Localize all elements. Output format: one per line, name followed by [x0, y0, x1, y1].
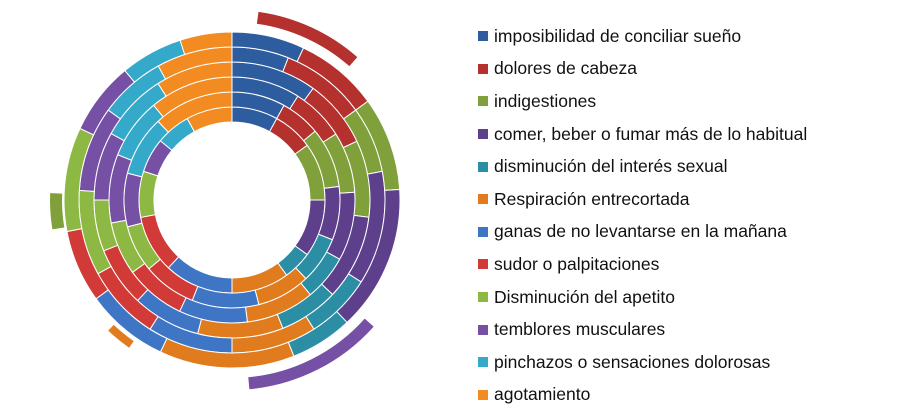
- legend-item: dolores de cabeza: [478, 53, 807, 86]
- legend-item: comer, beber o fumar más de lo habitual: [478, 118, 807, 151]
- legend-swatch: [478, 324, 488, 335]
- legend-swatch: [478, 63, 488, 74]
- legend-item: ganas de no levantarse en la mañana: [478, 216, 807, 249]
- exploded-fragment-2: [248, 318, 374, 390]
- legend-item: indigestiones: [478, 85, 807, 118]
- exploded-fragment-3: [50, 193, 65, 230]
- legend-swatch: [478, 357, 488, 368]
- legend-swatch: [478, 259, 488, 270]
- legend-swatch: [478, 389, 488, 400]
- legend-item: disminución del interés sexual: [478, 150, 807, 183]
- ring-2-slice-10: [123, 172, 143, 228]
- legend-label: pinchazos o sensaciones dolorosas: [494, 351, 771, 372]
- legend-label: sudor o palpitaciones: [494, 253, 660, 274]
- legend-label: comer, beber o fumar más de lo habitual: [494, 123, 808, 144]
- legend-label: Disminución del apetito: [494, 286, 675, 307]
- legend-swatch: [478, 31, 488, 42]
- legend-item: Disminución del apetito: [478, 281, 807, 314]
- legend-swatch: [478, 129, 488, 140]
- ring-6-slice-12: [179, 31, 233, 56]
- exploded-fragment-1: [256, 11, 358, 67]
- exploded-fragment-4: [108, 324, 134, 348]
- legend-item: Respiración entrecortada: [478, 183, 807, 216]
- legend-swatch: [478, 161, 488, 172]
- legend-item: agotamiento: [478, 379, 807, 412]
- legend-label: agotamiento: [494, 384, 591, 405]
- legend-swatch: [478, 194, 488, 205]
- legend-label: ganas de no levantarse en la mañana: [494, 221, 787, 242]
- legend: imposibilidad de conciliar sueño dolores …: [478, 20, 807, 411]
- legend-label: Respiración entrecortada: [494, 188, 690, 209]
- legend-item: imposibilidad de conciliar sueño: [478, 20, 807, 53]
- legend-label: disminución del interés sexual: [494, 156, 728, 177]
- legend-swatch: [478, 292, 488, 303]
- legend-swatch: [478, 96, 488, 107]
- legend-label: indigestiones: [494, 90, 597, 111]
- legend-label: temblores musculares: [494, 319, 666, 340]
- legend-label: dolores de cabeza: [494, 58, 638, 79]
- legend-label: imposibilidad de conciliar sueño: [494, 25, 742, 46]
- legend-item: pinchazos o sensaciones dolorosas: [478, 346, 807, 379]
- legend-item: temblores musculares: [478, 313, 807, 346]
- legend-item: sudor o palpitaciones: [478, 248, 807, 281]
- legend-swatch: [478, 226, 488, 237]
